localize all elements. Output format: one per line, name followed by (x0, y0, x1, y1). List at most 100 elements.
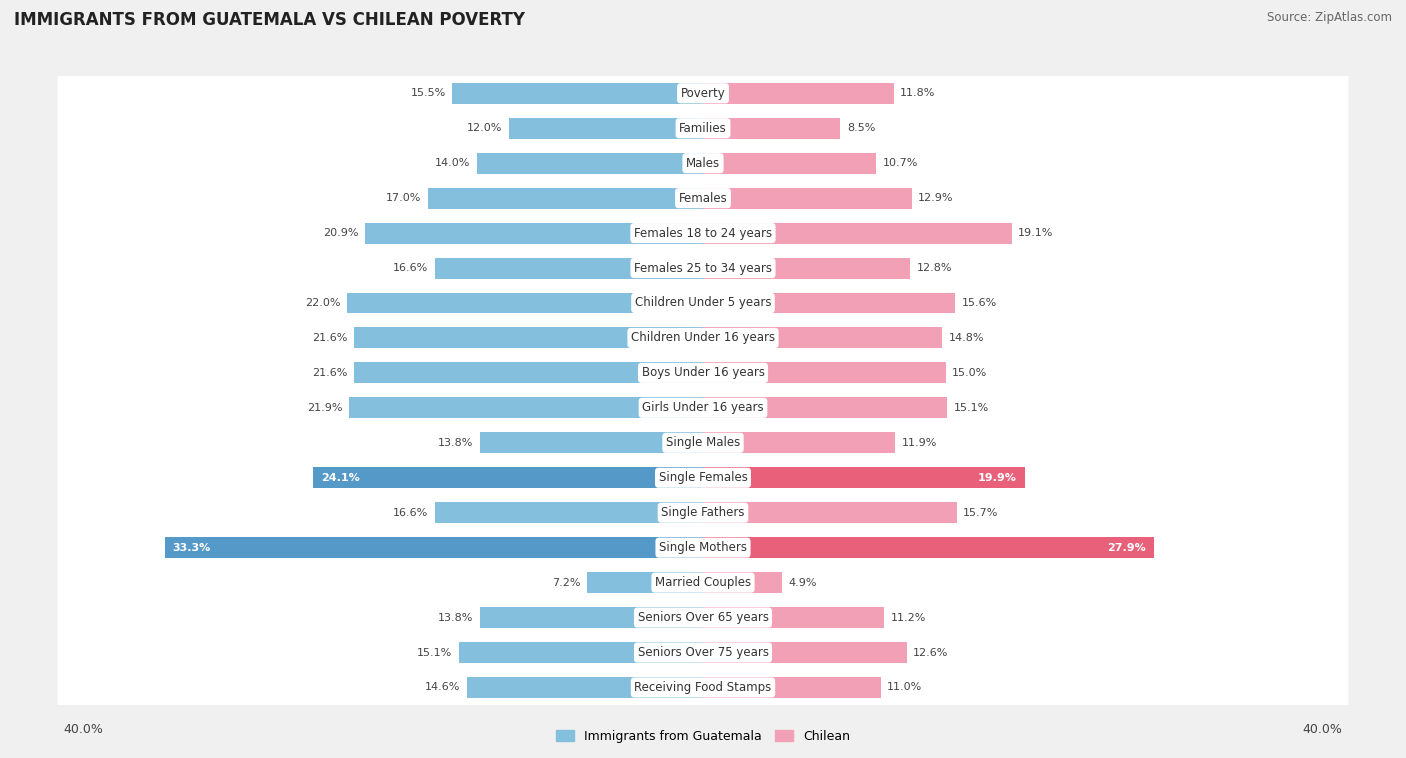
Text: Children Under 5 years: Children Under 5 years (634, 296, 772, 309)
Text: 22.0%: 22.0% (305, 298, 340, 308)
Text: Females: Females (679, 192, 727, 205)
Text: Males: Males (686, 157, 720, 170)
FancyBboxPatch shape (58, 250, 1348, 286)
Bar (477, 152, 703, 174)
Bar (347, 293, 703, 314)
Text: 11.0%: 11.0% (887, 682, 922, 693)
Text: Poverty: Poverty (681, 86, 725, 100)
Text: 15.6%: 15.6% (962, 298, 997, 308)
Text: Single Males: Single Males (666, 437, 740, 449)
Bar (586, 572, 703, 593)
Text: 14.6%: 14.6% (425, 682, 461, 693)
Bar (434, 503, 703, 523)
Text: 21.6%: 21.6% (312, 333, 347, 343)
FancyBboxPatch shape (58, 285, 1348, 321)
FancyBboxPatch shape (58, 634, 1348, 670)
FancyBboxPatch shape (58, 215, 1348, 251)
FancyBboxPatch shape (58, 425, 1348, 461)
Bar (703, 117, 841, 139)
Bar (429, 188, 703, 208)
FancyBboxPatch shape (58, 460, 1348, 496)
Bar (703, 293, 955, 314)
Text: Source: ZipAtlas.com: Source: ZipAtlas.com (1267, 11, 1392, 24)
Text: 15.5%: 15.5% (411, 88, 446, 99)
Text: 10.7%: 10.7% (883, 158, 918, 168)
Text: 21.9%: 21.9% (307, 402, 343, 413)
FancyBboxPatch shape (58, 669, 1348, 705)
Bar (703, 642, 907, 663)
Text: Single Fathers: Single Fathers (661, 506, 745, 519)
Text: Boys Under 16 years: Boys Under 16 years (641, 366, 765, 380)
Bar (467, 677, 703, 698)
Bar (703, 397, 948, 418)
Bar (703, 83, 894, 104)
Bar (703, 258, 910, 278)
Text: 40.0%: 40.0% (63, 722, 103, 736)
Text: 27.9%: 27.9% (1108, 543, 1146, 553)
Bar (354, 327, 703, 349)
Bar (509, 117, 703, 139)
Text: Receiving Food Stamps: Receiving Food Stamps (634, 681, 772, 694)
FancyBboxPatch shape (58, 76, 1348, 111)
Text: 12.6%: 12.6% (914, 647, 949, 657)
Bar (703, 327, 942, 349)
Text: 12.0%: 12.0% (467, 124, 502, 133)
Bar (703, 503, 957, 523)
Text: 15.1%: 15.1% (953, 402, 988, 413)
Bar (703, 537, 1154, 558)
FancyBboxPatch shape (58, 390, 1348, 426)
FancyBboxPatch shape (58, 111, 1348, 146)
Bar (354, 362, 703, 384)
Text: Girls Under 16 years: Girls Under 16 years (643, 401, 763, 415)
Text: 13.8%: 13.8% (439, 438, 474, 448)
Text: 33.3%: 33.3% (173, 543, 211, 553)
Bar (314, 467, 703, 488)
Bar (366, 223, 703, 243)
Bar (479, 607, 703, 628)
Text: 4.9%: 4.9% (789, 578, 817, 587)
Text: 14.8%: 14.8% (949, 333, 984, 343)
Bar (703, 467, 1025, 488)
Bar (703, 362, 945, 384)
Bar (703, 572, 782, 593)
Text: Single Mothers: Single Mothers (659, 541, 747, 554)
Bar (458, 642, 703, 663)
Text: 11.8%: 11.8% (900, 88, 935, 99)
Text: 17.0%: 17.0% (387, 193, 422, 203)
FancyBboxPatch shape (58, 565, 1348, 600)
Text: 11.9%: 11.9% (901, 438, 938, 448)
Text: 16.6%: 16.6% (392, 508, 429, 518)
Text: 15.0%: 15.0% (952, 368, 987, 378)
Text: IMMIGRANTS FROM GUATEMALA VS CHILEAN POVERTY: IMMIGRANTS FROM GUATEMALA VS CHILEAN POV… (14, 11, 524, 30)
Text: 19.9%: 19.9% (977, 473, 1017, 483)
Text: 19.1%: 19.1% (1018, 228, 1053, 238)
Text: Single Females: Single Females (658, 471, 748, 484)
Text: 40.0%: 40.0% (1303, 722, 1343, 736)
Text: Seniors Over 75 years: Seniors Over 75 years (637, 646, 769, 659)
Text: Seniors Over 65 years: Seniors Over 65 years (637, 611, 769, 624)
Text: 16.6%: 16.6% (392, 263, 429, 273)
Text: Females 25 to 34 years: Females 25 to 34 years (634, 262, 772, 274)
Text: 24.1%: 24.1% (322, 473, 360, 483)
Text: 7.2%: 7.2% (551, 578, 581, 587)
Bar (349, 397, 703, 418)
FancyBboxPatch shape (58, 600, 1348, 635)
Legend: Immigrants from Guatemala, Chilean: Immigrants from Guatemala, Chilean (551, 725, 855, 748)
Text: Married Couples: Married Couples (655, 576, 751, 589)
Text: 11.2%: 11.2% (890, 612, 927, 622)
Text: 15.1%: 15.1% (418, 647, 453, 657)
FancyBboxPatch shape (58, 320, 1348, 356)
Text: 14.0%: 14.0% (434, 158, 470, 168)
FancyBboxPatch shape (58, 146, 1348, 181)
Text: Females 18 to 24 years: Females 18 to 24 years (634, 227, 772, 240)
Bar (479, 432, 703, 453)
Bar (703, 188, 911, 208)
Bar (703, 432, 896, 453)
FancyBboxPatch shape (58, 180, 1348, 216)
Bar (165, 537, 703, 558)
Text: 8.5%: 8.5% (846, 124, 876, 133)
Text: 12.8%: 12.8% (917, 263, 952, 273)
Text: 12.9%: 12.9% (918, 193, 953, 203)
Bar (703, 607, 884, 628)
Text: 15.7%: 15.7% (963, 508, 998, 518)
